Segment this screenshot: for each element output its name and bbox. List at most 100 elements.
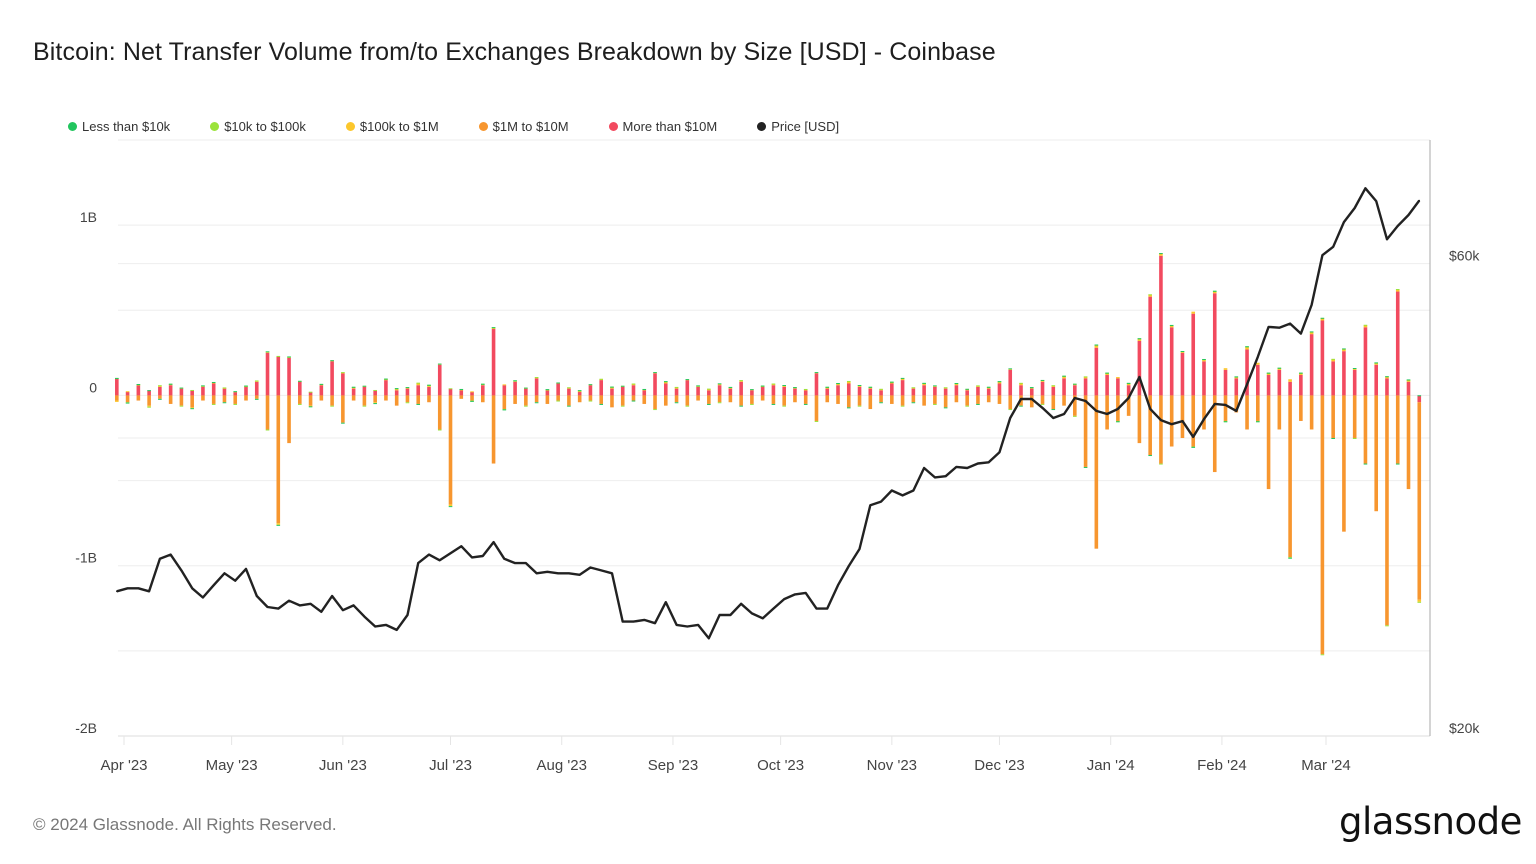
price-point [320, 610, 323, 613]
bar-segment-1m-to-10m [696, 395, 700, 401]
bar-segment-more-than-10m [416, 385, 421, 396]
legend-dot-icon [757, 122, 767, 131]
price-point [288, 599, 290, 602]
price-point [1041, 407, 1044, 409]
bar-segment-1m-to-10m [308, 395, 313, 406]
bar-segment-10k-to-100k [567, 387, 571, 389]
bar-segment-1m-to-10m [1083, 395, 1088, 467]
y-left-tick-label: -2B [75, 720, 97, 736]
bar-segment-more-than-10m [900, 380, 905, 396]
bar-segment-1m-to-10m [254, 395, 259, 399]
bar-segment-more-than-10m [211, 383, 216, 396]
bar-segment-1m-to-10m [782, 395, 786, 406]
bar-segment-less-than-10k [491, 327, 496, 329]
bar-segment-100k-to-1m [631, 383, 636, 386]
bar-segment-more-than-10m [427, 386, 431, 396]
bar-segment-more-than-10m [481, 385, 485, 396]
bar-segment-10k-to-100k [782, 405, 786, 407]
price-point [1418, 199, 1421, 202]
bar-segment-more-than-10m [1159, 255, 1163, 396]
bar-segment-more-than-10m [1191, 313, 1196, 396]
bar-segment-100k-to-1m [1180, 351, 1185, 353]
price-point [1149, 408, 1151, 410]
bar-segment-more-than-10m [577, 392, 582, 396]
bar-segment-less-than-10k [319, 383, 324, 385]
price-point [654, 622, 656, 625]
bar-segment-10k-to-100k [814, 420, 819, 422]
bar-segment-1m-to-10m [1062, 395, 1066, 406]
bar-segment-more-than-10m [502, 385, 507, 396]
bar-segment-less-than-10k [534, 402, 539, 404]
bar-segment-less-than-10k [448, 506, 453, 508]
bar-segment-1m-to-10m [599, 395, 604, 404]
bar-segment-1m-to-10m [190, 395, 194, 408]
bar-segment-1m-to-10m [933, 395, 937, 404]
price-point [395, 629, 398, 631]
bar-segment-less-than-10k [954, 382, 959, 384]
bar-segment-1m-to-10m [136, 395, 141, 401]
bar-segment-100k-to-1m [717, 383, 722, 386]
legend-item-10k-to-100k[interactable]: $10k to $100k [210, 119, 306, 134]
price-point [568, 572, 570, 575]
legend-label: $1M to $10M [492, 119, 569, 134]
legend-item-100k-to-1m[interactable]: $100k to $1M [345, 119, 439, 134]
bar-segment-100k-to-1m [394, 388, 399, 391]
legend-item-less-than-10k[interactable]: Less than $10k [68, 119, 170, 134]
bar-segment-1m-to-10m [1395, 395, 1400, 464]
legend-item-more-than-10m[interactable]: More than $10M [608, 119, 717, 134]
bar-segment-more-than-10m [1148, 296, 1152, 396]
bar-segment-100k-to-1m [1234, 377, 1239, 379]
price-point [438, 559, 441, 562]
bar-segment-less-than-10k [653, 372, 657, 374]
bar-segment-10k-to-100k [330, 405, 334, 407]
price-point [449, 552, 452, 554]
y-left-tick-label: 0 [89, 379, 97, 395]
price-point [675, 624, 678, 626]
bar-segment-more-than-10m [728, 388, 733, 396]
bar-segment-100k-to-1m [276, 523, 281, 525]
bar-segment-more-than-10m [1234, 378, 1239, 396]
bar-segment-1m-to-10m [900, 395, 905, 406]
bar-segment-less-than-10k [1159, 253, 1163, 255]
price-point [1084, 400, 1087, 402]
price-point [1396, 225, 1399, 227]
bar-segment-less-than-10k [1212, 290, 1217, 292]
bar-segment-100k-to-1m [663, 381, 668, 384]
bar-segment-less-than-10k [685, 379, 690, 381]
legend-dot-icon [608, 122, 618, 131]
price-point [159, 558, 161, 560]
bar-segment-1m-to-10m [620, 395, 625, 406]
bar-segment-more-than-10m [1277, 369, 1282, 396]
bar-segment-10k-to-100k [1159, 463, 1163, 465]
bar-segment-less-than-10k [287, 356, 291, 358]
price-point [352, 604, 355, 607]
bar-segment-1m-to-10m [1223, 395, 1228, 421]
bar-segment-1m-to-10m [879, 395, 883, 403]
bar-segment-1m-to-10m [943, 395, 948, 408]
bar-segment-less-than-10k [1374, 362, 1379, 364]
bar-segment-1m-to-10m [610, 395, 614, 408]
bar-segment-10k-to-100k [620, 405, 625, 407]
bar-segment-more-than-10m [1299, 374, 1303, 396]
bar-segment-1m-to-10m [1073, 395, 1077, 416]
bar-segment-more-than-10m [846, 383, 851, 396]
legend-item-1m-to-10m[interactable]: $1M to $10M [478, 119, 569, 134]
bar-segment-more-than-10m [405, 388, 410, 396]
bar-segment-100k-to-1m [1212, 291, 1217, 294]
bar-segment-less-than-10k [341, 422, 345, 424]
legend-item-price[interactable]: Price [USD] [757, 119, 839, 134]
price-point [525, 562, 527, 564]
bar-segment-1m-to-10m [448, 395, 453, 505]
price-point [880, 500, 882, 503]
bar-segment-1m-to-10m [1008, 395, 1013, 410]
bar-segment-more-than-10m [1374, 364, 1379, 396]
bar-segment-more-than-10m [158, 386, 162, 396]
bar-segment-10k-to-100k [1385, 625, 1389, 627]
bar-segment-1m-to-10m [1094, 395, 1099, 549]
legend-dot-icon [210, 122, 220, 131]
price-point [826, 607, 829, 610]
price-point [761, 617, 764, 620]
bar-segment-100k-to-1m [1309, 332, 1314, 335]
bar-segment-10k-to-100k [211, 403, 216, 405]
bar-segment-more-than-10m [1094, 347, 1099, 396]
